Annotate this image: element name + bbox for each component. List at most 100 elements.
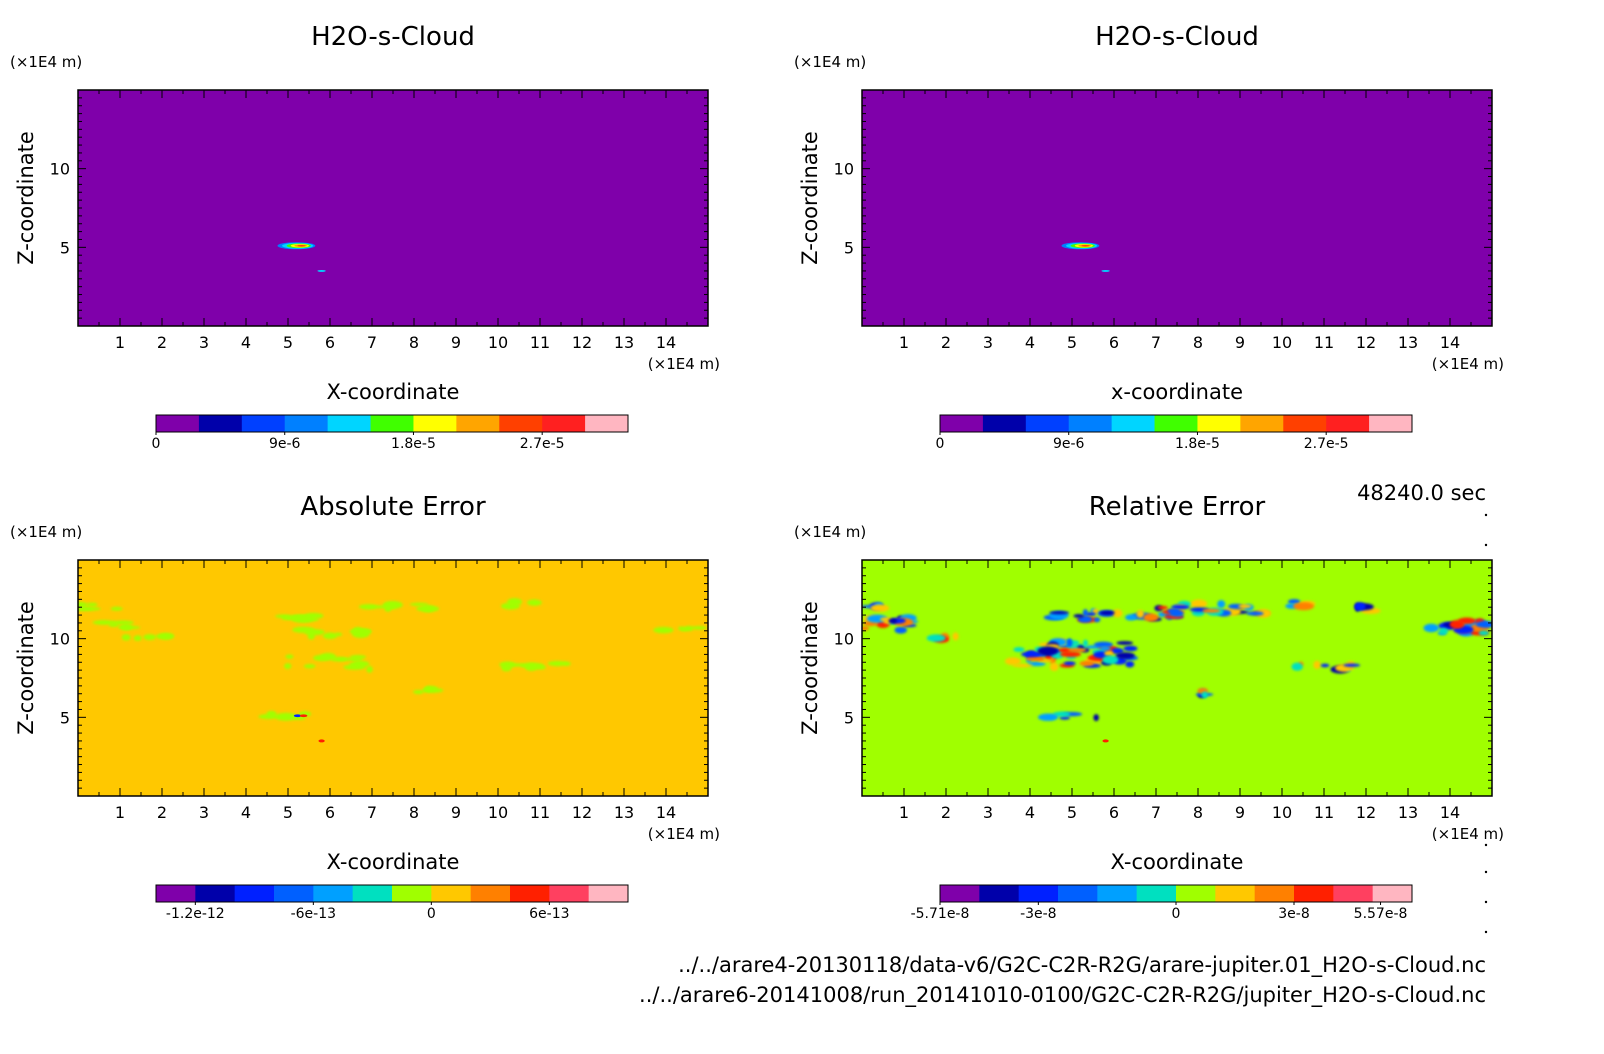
field-feature — [409, 602, 429, 607]
field-feature — [870, 604, 890, 612]
field-feature — [1449, 620, 1465, 629]
y-unit-label: (×1E4 m) — [10, 53, 82, 71]
chart-panel-4: Relative Error(×1E4 m)1 2 3 4 5 6 7 8 9 10 11 12 13 1… — [794, 492, 1504, 922]
colorbar-segment — [456, 415, 500, 432]
field-feature — [384, 606, 392, 612]
x-tick-label: 13 — [614, 803, 634, 822]
x-tick-label: 4 — [241, 803, 251, 822]
y-axis-label: Z-coordinate — [14, 601, 38, 735]
field-feature — [1171, 605, 1190, 610]
x-tick-label: 4 — [1025, 803, 1035, 822]
chart-panel-1: H2O-s-Cloud(×1E4 m)1 2 3 4 5 6 7 8 9 10 11 12 13 1451… — [10, 22, 720, 452]
field-feature — [926, 634, 946, 642]
colorbar-tick-label: -3e-8 — [1020, 906, 1057, 922]
field-feature — [1012, 664, 1033, 668]
x-tick-label: 1 — [115, 803, 125, 822]
x-tick-label: 6 — [325, 803, 335, 822]
colorbar-tick-label: 9e-6 — [269, 436, 301, 452]
colorbar-tick-label: 9e-6 — [1053, 436, 1085, 452]
field-feature — [78, 606, 101, 611]
field-feature — [1063, 661, 1076, 666]
x-tick-label: 3 — [983, 803, 993, 822]
x-tick-label: 14 — [656, 333, 676, 352]
chart-panel-2: H2O-s-Cloud(×1E4 m)1 2 3 4 5 6 7 8 9 10 11 12 13 1451… — [794, 22, 1504, 452]
field-feature — [1116, 641, 1134, 645]
margin-dot — [1484, 843, 1488, 847]
colorbar-segment — [1283, 415, 1327, 432]
colorbar-segment — [1197, 415, 1241, 432]
field-feature — [1027, 661, 1046, 667]
field-feature — [121, 634, 131, 641]
colorbar-segment — [982, 415, 1027, 432]
field-feature — [1115, 652, 1135, 659]
field-features — [1061, 242, 1110, 272]
field-feature — [1217, 600, 1226, 609]
field-feature — [317, 269, 326, 272]
field-feature — [1287, 599, 1301, 605]
chart-title: H2O-s-Cloud — [1095, 22, 1259, 52]
field-feature — [1059, 716, 1070, 720]
x-axis-label: X-coordinate — [327, 850, 460, 874]
colorbar-tick-label: -5.71e-8 — [911, 906, 970, 922]
field-features — [862, 599, 1492, 743]
colorbar-segment — [392, 885, 432, 902]
x-tick-label: 14 — [1440, 333, 1460, 352]
x-tick-label: 10 — [1272, 333, 1292, 352]
colorbar-tick-label: 0 — [427, 906, 436, 922]
colorbar-segment — [1326, 415, 1370, 432]
y-unit-label: (×1E4 m) — [794, 523, 866, 541]
y-tick-label: 5 — [844, 708, 854, 727]
field-feature — [1049, 611, 1070, 615]
x-tick-label: 9 — [1235, 803, 1245, 822]
field-feature — [1099, 646, 1111, 651]
field-feature — [1093, 714, 1099, 722]
field-feature — [78, 601, 88, 608]
colorbar-tick-label: 3e-8 — [1278, 906, 1309, 922]
field-feature — [119, 625, 133, 629]
y-axis-label: Z-coordinate — [14, 131, 38, 265]
field-feature — [1099, 610, 1115, 616]
x-tick-label: 12 — [572, 803, 592, 822]
colorbar-segment — [234, 885, 275, 902]
field-feature — [133, 635, 142, 641]
plot-area — [78, 90, 708, 326]
y-tick-label: 10 — [50, 160, 70, 179]
field-feature — [1438, 627, 1449, 635]
margin-dot — [1484, 543, 1488, 547]
colorbar-segment — [940, 885, 980, 902]
field-feature — [307, 632, 315, 640]
field-feature — [501, 664, 512, 672]
plot-area — [78, 560, 708, 796]
x-tick-label: 9 — [451, 333, 461, 352]
colorbar-segment — [327, 415, 372, 432]
x-tick-label: 8 — [1193, 333, 1203, 352]
field-feature — [1112, 609, 1123, 618]
colorbar-segment — [156, 885, 196, 902]
colorbar-segment — [156, 415, 200, 432]
field-feature — [334, 632, 343, 637]
colorbar-segment — [1240, 415, 1284, 432]
field-feature — [1246, 611, 1264, 616]
chart-title: H2O-s-Cloud — [311, 22, 475, 52]
x-tick-label: 10 — [1272, 803, 1292, 822]
field-feature — [1256, 608, 1272, 618]
field-feature — [1313, 660, 1321, 670]
x-tick-label: 11 — [530, 333, 550, 352]
field-feature — [1081, 244, 1090, 247]
field-feature — [1073, 614, 1085, 618]
x-axis-label: X-coordinate — [1111, 850, 1244, 874]
colorbar-segment — [1068, 415, 1113, 432]
field-feature — [1157, 605, 1168, 610]
colorbar-tick-label: 0 — [152, 436, 161, 452]
colorbar-segment — [585, 415, 629, 432]
field-feature — [1052, 711, 1071, 717]
colorbar-frame — [939, 414, 1413, 433]
colorbar-segment — [198, 415, 243, 432]
x-tick-label: 14 — [1440, 803, 1460, 822]
field-feature — [1049, 662, 1059, 672]
x-tick-label: 3 — [199, 803, 209, 822]
field-feature — [110, 606, 123, 611]
colorbar-tick-label: -6e-13 — [291, 906, 336, 922]
colorbar-segment — [274, 885, 314, 902]
